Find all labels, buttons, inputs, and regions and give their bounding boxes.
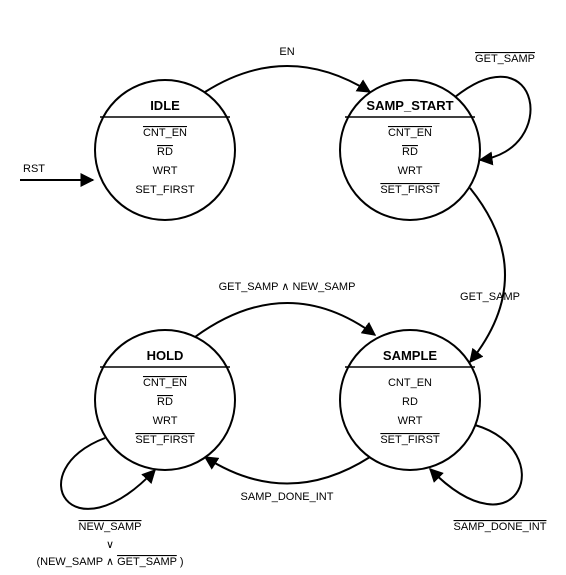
state-sample: SAMPLE CNT_EN RD WRT SET_FIRST bbox=[340, 330, 480, 470]
edge-label-hold-to-sample: GET_SAMP ∧ NEW_SAMP bbox=[219, 281, 356, 293]
edge-label-rst: RST bbox=[23, 163, 45, 175]
signal-hold-2: WRT bbox=[153, 415, 178, 427]
state-title-idle: IDLE bbox=[150, 98, 180, 113]
signal-idle-3: SET_FIRST bbox=[135, 184, 195, 196]
edge-label-hold-self-1: NEW_SAMP bbox=[79, 521, 142, 533]
state-title-samp_start: SAMP_START bbox=[366, 98, 453, 113]
edge-sample-to-hold bbox=[205, 457, 370, 484]
signal-samp_start-1: RD bbox=[402, 146, 418, 158]
edge-label-sample-to-hold: SAMP_DONE_INT bbox=[241, 491, 334, 503]
edge-label-sampstart-self: GET_SAMP bbox=[475, 53, 535, 65]
state-idle: IDLE CNT_EN RD WRT SET_FIRST bbox=[95, 80, 235, 220]
signal-hold-0: CNT_EN bbox=[143, 377, 187, 389]
state-title-hold: HOLD bbox=[147, 348, 184, 363]
state-title-sample: SAMPLE bbox=[383, 348, 438, 363]
signal-idle-1: RD bbox=[157, 146, 173, 158]
signal-samp_start-0: CNT_EN bbox=[388, 127, 432, 139]
signal-hold-1: RD bbox=[157, 396, 173, 408]
edge-hold-to-sample bbox=[195, 303, 375, 337]
edge-idle-to-sampstart bbox=[205, 66, 370, 92]
edge-label-sample-self: SAMP_DONE_INT bbox=[454, 521, 547, 533]
edge-label-hold-self-join: ∨ bbox=[106, 539, 114, 551]
signal-sample-3: SET_FIRST bbox=[380, 434, 440, 446]
edge-sampstart-to-sample bbox=[470, 188, 505, 362]
signal-samp_start-2: WRT bbox=[398, 165, 423, 177]
signal-hold-3: SET_FIRST bbox=[135, 434, 195, 446]
signal-sample-1: RD bbox=[402, 396, 418, 408]
signal-sample-0: CNT_EN bbox=[388, 377, 432, 389]
signal-idle-0: CNT_EN bbox=[143, 127, 187, 139]
state-samp_start: SAMP_START CNT_EN RD WRT SET_FIRST bbox=[340, 80, 480, 220]
edge-label-hold-self-2: (NEW_SAMP ∧ GET_SAMP ) bbox=[36, 556, 183, 568]
signal-idle-2: WRT bbox=[153, 165, 178, 177]
edge-label-en: EN bbox=[279, 46, 294, 58]
edge-label-getsamp: GET_SAMP bbox=[460, 291, 520, 303]
state-hold: HOLD CNT_EN RD WRT SET_FIRST bbox=[95, 330, 235, 470]
signal-samp_start-3: SET_FIRST bbox=[380, 184, 440, 196]
state-diagram: RST EN GET_SAMP GET_SAMP GET_SAMP ∧ NEW_SAMP… bbox=[0, 0, 566, 575]
signal-sample-2: WRT bbox=[398, 415, 423, 427]
